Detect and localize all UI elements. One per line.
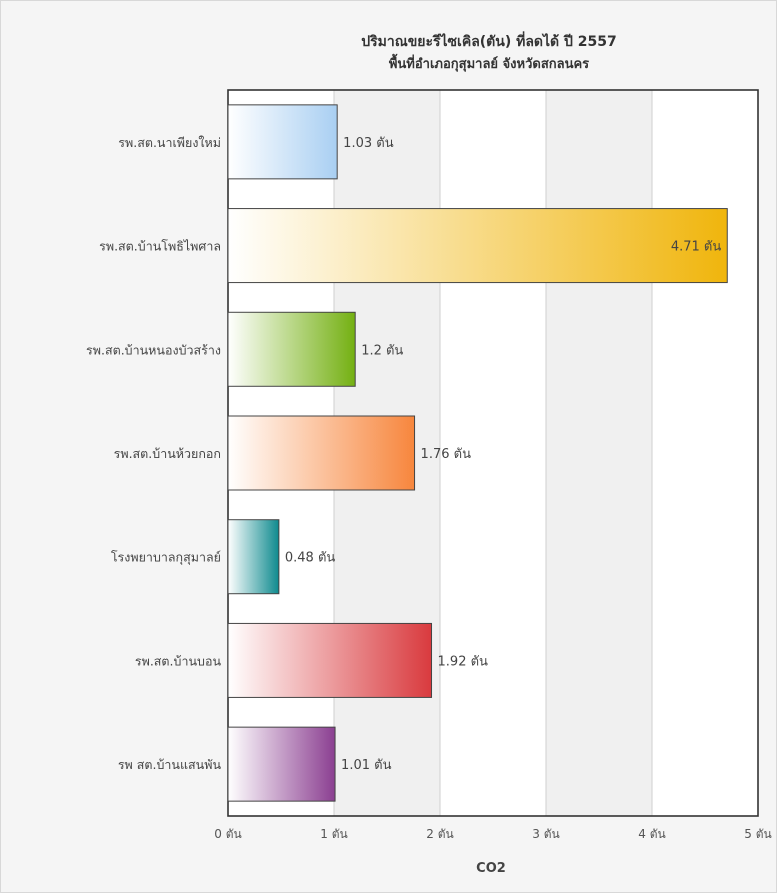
bar xyxy=(227,208,728,284)
chart-subtitle: พื้นที่อำเภอกุสุมาลย์ จังหวัดสกลนคร xyxy=(389,53,589,72)
data-label: 1.03 ตัน xyxy=(343,136,394,151)
data-label: 1.76 ตัน xyxy=(421,447,472,462)
data-label: 0.48 ตัน xyxy=(285,551,336,566)
x-tick-label: 1 ตัน xyxy=(320,827,347,841)
bar xyxy=(227,726,336,802)
plot-band xyxy=(546,90,652,816)
data-label: 4.71 ตัน xyxy=(671,240,722,255)
bar xyxy=(227,519,280,595)
x-tick-label: 0 ตัน xyxy=(214,827,241,841)
y-category-label: รพ.สต.บ้านห้วยกอก xyxy=(114,446,221,461)
data-label: 1.2 ตัน xyxy=(361,343,403,358)
y-category-label: โรงพยาบาลกุสุมาลย์ xyxy=(111,550,221,566)
data-label: 1.01 ตัน xyxy=(341,758,392,773)
bar xyxy=(227,311,356,387)
y-category-label: รพ.สต.บ้านบอน xyxy=(135,653,222,668)
x-tick-label: 2 ตัน xyxy=(426,827,453,841)
x-axis-title: CO2 xyxy=(476,861,506,876)
chart-title: ปริมาณขยะรีไซเคิล(ตัน) ที่ลดได้ ปี 2557 xyxy=(361,31,617,50)
bar xyxy=(227,622,433,698)
y-category-label: รพ สต.บ้านแสนพัน xyxy=(118,757,222,772)
bar xyxy=(227,415,416,491)
x-tick-label: 4 ตัน xyxy=(638,827,665,841)
y-category-label: รพ.สต.บ้านหนองบัวสร้าง xyxy=(86,342,221,357)
y-category-label: รพ.สต.นาเพียงใหม่ xyxy=(118,135,221,150)
data-label: 1.92 ตัน xyxy=(438,654,489,669)
bar xyxy=(227,104,338,180)
x-tick-label: 5 ตัน xyxy=(744,827,771,841)
y-category-label: รพ.สต.บ้านโพธิไพศาล xyxy=(99,239,221,254)
x-tick-label: 3 ตัน xyxy=(532,827,559,841)
